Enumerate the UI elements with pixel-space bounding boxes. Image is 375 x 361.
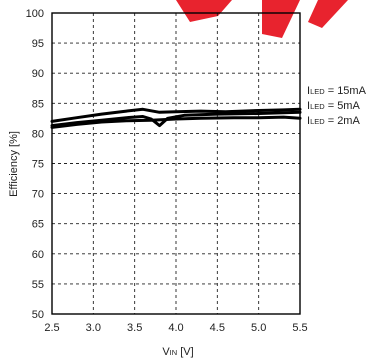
y-tick-labels: 50 55 60 65 70 75 80 85 90 95 100: [26, 8, 44, 321]
y-tick-label: 90: [32, 68, 44, 80]
series-line-1: [50, 110, 302, 128]
y-tick-label: 95: [32, 38, 44, 50]
y-tick-label: 55: [32, 279, 44, 291]
legend-entry-0: ILED = 15mA: [307, 85, 367, 97]
watermark-logo: [176, 0, 348, 38]
y-tick-label: 100: [26, 8, 44, 20]
x-tick-label: 4.0: [168, 322, 183, 334]
legend-entry-1: ILED = 5mA: [307, 100, 360, 112]
series-line-0: [50, 107, 302, 123]
series-lines: [50, 107, 302, 129]
legend: ILED = 15mA ILED = 5mA ILED = 2mA: [307, 85, 367, 127]
x-tick-labels: 2.5 3.0 3.5 4.0 4.5 5.0 5.5: [44, 322, 307, 334]
x-tick-label: 3.5: [127, 322, 142, 334]
plot-frame: [51, 12, 301, 315]
grid: [52, 13, 300, 314]
x-tick-label: 5.0: [251, 322, 266, 334]
y-tick-label: 85: [32, 98, 44, 110]
legend-entry-2: ILED = 2mA: [307, 115, 360, 127]
y-tick-label: 70: [32, 189, 44, 201]
x-tick-label: 3.0: [86, 322, 101, 334]
x-tick-label: 4.5: [210, 322, 225, 334]
x-axis-label: VIN [V]: [162, 346, 193, 358]
y-tick-label: 65: [32, 219, 44, 231]
x-tick-label: 5.5: [292, 322, 307, 334]
y-tick-label: 75: [32, 159, 44, 171]
x-tick-label: 2.5: [44, 322, 59, 334]
y-axis-label: Efficiency [%]: [8, 131, 20, 197]
y-tick-label: 50: [32, 309, 44, 321]
series-line-2: [50, 115, 302, 129]
y-tick-label: 60: [32, 249, 44, 261]
y-tick-label: 80: [32, 128, 44, 140]
